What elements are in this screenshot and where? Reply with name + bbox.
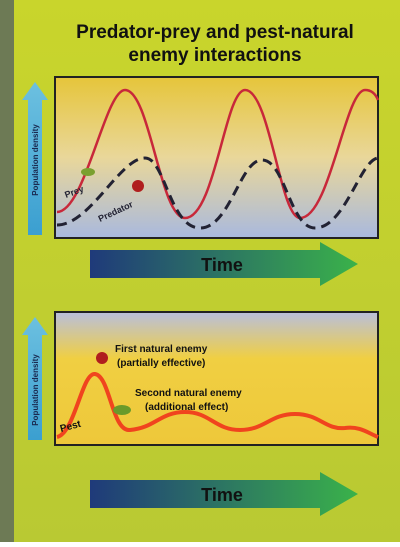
page: Predator-prey and pest-naturalenemy inte… <box>0 0 400 542</box>
y-label: Population density <box>31 354 40 426</box>
title-continued: enemy interactions <box>128 45 301 66</box>
ladybug-icon <box>132 180 144 192</box>
ladybug-icon <box>96 352 108 364</box>
y-label: Population density <box>31 124 40 196</box>
title: Predator-prey and pest-natural <box>76 22 354 43</box>
first-enemy: First natural enemy <box>115 344 208 355</box>
second-enemy: Second natural enemy <box>135 388 242 399</box>
aphid-icon <box>81 168 95 176</box>
x-label: Time <box>201 255 243 275</box>
poster: Predator-prey and pest-naturalenemy inte… <box>0 0 400 542</box>
left-edge <box>0 0 14 542</box>
wasp-icon <box>113 405 131 415</box>
x-label: Time <box>201 485 243 505</box>
first-enemy-note: (partially effective) <box>117 358 205 369</box>
second-enemy-note: (additional effect) <box>145 402 228 413</box>
